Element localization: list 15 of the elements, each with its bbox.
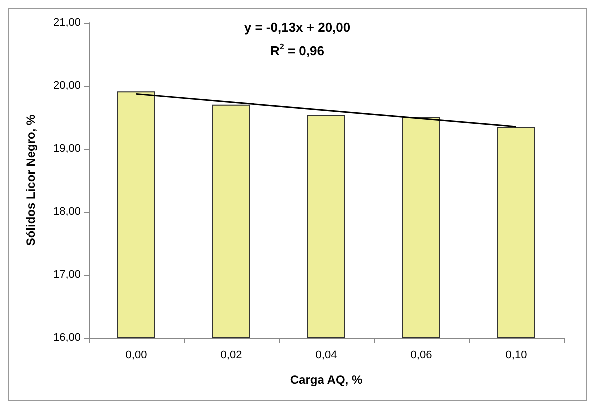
line-series — [136, 93, 518, 128]
y-axis-title: Sólidos Licor Negro, % — [24, 114, 38, 246]
y-tick-label: 17,00 — [53, 269, 81, 281]
x-tick-label: 0,06 — [410, 350, 432, 362]
y-tick-label: 21,00 — [53, 17, 81, 29]
y-tick-label: 16,00 — [53, 332, 81, 344]
y-tick-label: 20,00 — [53, 80, 81, 92]
x-axis-title: Carga AQ, % — [290, 373, 363, 387]
y-tick-label: 19,00 — [53, 143, 81, 155]
x-tick-label: 0,02 — [220, 350, 242, 362]
x-tick-label: 0,00 — [126, 350, 148, 362]
annotation: y = -0,13x + 20,00 — [244, 20, 351, 35]
x-tick-label: 0,04 — [316, 350, 338, 362]
y-tick-label: 18,00 — [53, 206, 81, 218]
x-tick-label: 0,10 — [506, 350, 528, 362]
